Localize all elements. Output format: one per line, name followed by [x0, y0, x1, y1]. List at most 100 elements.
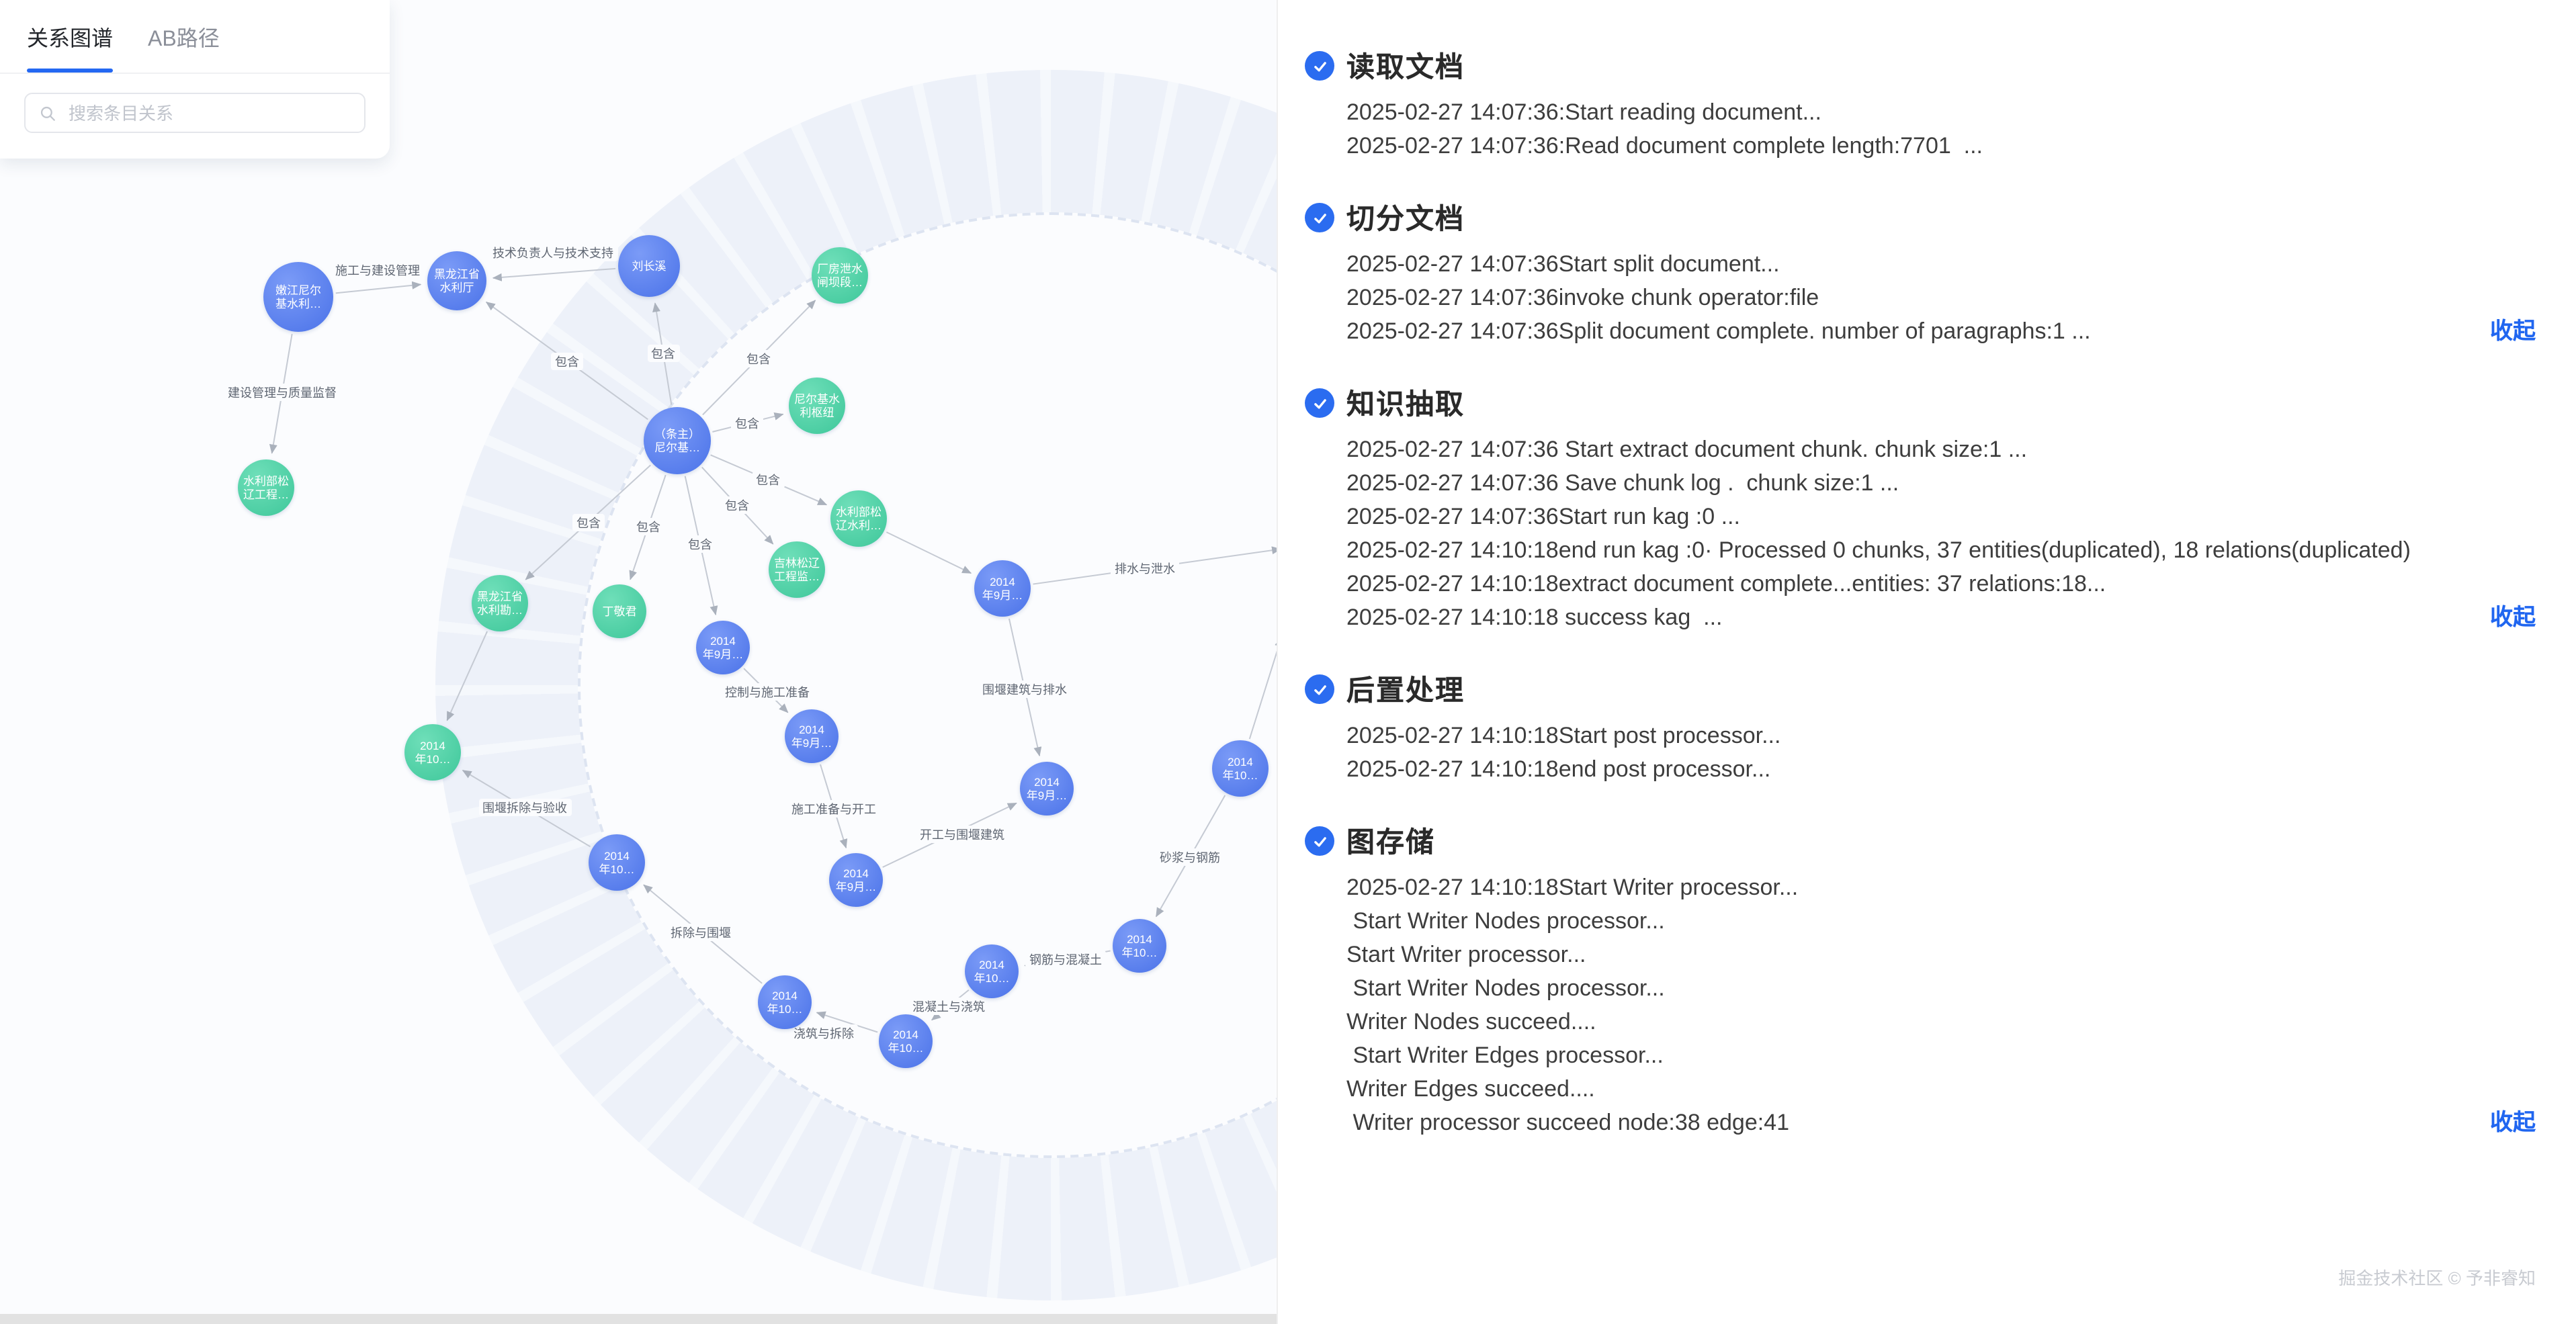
edge-label: 包含 [550, 352, 584, 369]
edge-label: 包含 [683, 535, 717, 553]
graph-node-label: 利枢纽 [800, 406, 834, 419]
log-line: 2025-02-27 14:10:18 success kag ... [1346, 605, 1723, 630]
graph-edge [1248, 637, 1277, 740]
step-title: 知识抽取 [1346, 390, 1465, 421]
graph-node-label: 2014 [893, 1027, 918, 1041]
edge-label: 浇筑与拆除 [789, 1024, 859, 1041]
edge-label: 包含 [730, 414, 764, 432]
pipeline-step: 读取文档 2025-02-27 14:07:36:Start reading do… [1305, 46, 2536, 163]
graph-node-label: 2014 [799, 722, 824, 736]
graph-node[interactable]: 黑龙江省 水利厅 [427, 251, 486, 310]
edge-label: 开工与围堰建筑 [915, 826, 1009, 843]
tab-ab-path[interactable]: AB路径 [148, 28, 220, 51]
edge-label: 包含 [646, 345, 680, 362]
graph-node-label: 基水利… [275, 297, 321, 310]
graph-node[interactable]: 2014 年10… [589, 834, 645, 891]
graph-node[interactable]: 2014 年9月… [785, 709, 839, 763]
check-circle-icon [1305, 674, 1334, 704]
graph-panel: 施工与建设管理 技术负责人与技术支持 建设管理与质量监督 包含 包含 包含 包含 包含 包含 包含… [0, 0, 1277, 1324]
graph-node[interactable]: 水利部松 辽水利… [830, 490, 887, 547]
edge-label: 包含 [720, 496, 754, 514]
graph-node-label: 水利部松 [243, 474, 289, 488]
log-line: 2025-02-27 14:07:36:Start reading docume… [1346, 99, 1821, 125]
graph-node-label: 年9月… [1026, 789, 1068, 802]
edge-label: 排水与泄水 [1110, 560, 1180, 577]
log-line: Writer Nodes succeed.... [1346, 1009, 1596, 1034]
edge-label: 围堰拆除与验收 [478, 799, 572, 816]
graph-node[interactable]: 厂房泄水 闸坝段… [812, 247, 868, 304]
graph-node[interactable]: 2014 年9月… [829, 853, 883, 907]
edge-label: 包含 [572, 513, 605, 531]
graph-node-label: 水利勘… [476, 603, 523, 617]
graph-tabs: 关系图谱 AB路径 [0, 0, 390, 74]
graph-node-label: 2014 [420, 738, 445, 752]
tab-relation-graph[interactable]: 关系图谱 [27, 0, 114, 73]
horizontal-scrollbar[interactable] [0, 1313, 1277, 1324]
graph-edge [886, 531, 972, 574]
graph-node-label: 2014 [604, 848, 630, 863]
graph-node-label: 年10… [767, 1002, 803, 1016]
graph-node[interactable]: 丁敬君 [593, 584, 646, 638]
check-circle-icon [1305, 826, 1334, 856]
graph-node-label: 黑龙江省 [476, 589, 523, 603]
graph-node-label: 嫩江尼尔 [275, 283, 321, 297]
graph-node-label: 年10… [1222, 768, 1258, 782]
graph-node-label: 2014 [979, 957, 1004, 971]
edge-label: 施工与建设管理 [331, 261, 425, 279]
graph-edge [335, 281, 422, 294]
graph-node[interactable]: 黑龙江省 水利勘… [472, 575, 528, 631]
log-line: 2025-02-27 14:07:36 Start extract docume… [1346, 437, 2028, 462]
graph-edge [816, 1011, 878, 1033]
log-line: Start Writer Nodes processor... [1346, 975, 1665, 1001]
edge-label: 混凝土与浇筑 [908, 998, 990, 1015]
graph-node[interactable]: 水利部松 辽工程… [238, 459, 294, 516]
graph-node-label: 闸坝段… [816, 275, 863, 289]
collapse-button[interactable]: 收起 [2490, 318, 2536, 344]
log-line: 2025-02-27 14:10:18Start Writer processo… [1346, 875, 1799, 900]
graph-node[interactable]: 嫩江尼尔 基水利… [263, 262, 333, 332]
graph-node[interactable]: 2014 年10… [879, 1014, 933, 1068]
graph-node[interactable]: 2014 年10… [758, 975, 812, 1029]
edge-label: 控制与施工准备 [720, 683, 814, 701]
graph-node-label: 水利厅 [439, 281, 474, 294]
graph-node-label: 年9月… [791, 736, 832, 750]
graph-node[interactable]: 2014 年10… [404, 724, 461, 781]
graph-node-label: 2014 [1034, 775, 1060, 789]
graph-node[interactable]: 尼尔基水 利枢纽 [789, 378, 845, 434]
check-circle-icon [1305, 388, 1334, 418]
graph-node-label: 2014 [772, 988, 798, 1002]
graph-node[interactable]: 2014 年9月… [974, 560, 1031, 617]
search-input[interactable] [66, 101, 351, 124]
graph-node[interactable]: 2014 年9月… [1020, 762, 1074, 815]
graph-edge [492, 267, 616, 281]
collapse-button[interactable]: 收起 [2490, 1110, 2536, 1135]
watermark: 掘金技术社区 © 予非睿知 [2338, 1268, 2536, 1288]
graph-node-label: 辽水利… [835, 519, 882, 532]
step-title: 切分文档 [1346, 204, 1465, 235]
log-panel: 读取文档 2025-02-27 14:07:36:Start reading do… [1278, 0, 2576, 1324]
edge-label: 包含 [751, 471, 785, 488]
graph-node[interactable]: （条主） 尼尔基… [644, 407, 711, 474]
search-box[interactable] [24, 93, 366, 133]
graph-node-label: 2014 [710, 633, 736, 648]
graph-node[interactable]: 吉林松辽 工程监… [769, 541, 825, 598]
check-circle-icon [1305, 203, 1334, 232]
graph-node-label: 厂房泄水 [816, 261, 863, 275]
graph-node-label: 年10… [415, 752, 451, 766]
graph-node-label: 2014 [1127, 932, 1152, 946]
edge-label: 技术负责人与技术支持 [488, 243, 618, 261]
pipeline-step: 后置处理 2025-02-27 14:10:18Start post proces… [1305, 669, 2536, 786]
graph-node[interactable]: 2014 年10… [965, 944, 1019, 998]
graph-node-label: 辽工程… [243, 488, 289, 501]
edge-label: 钢筋与混凝土 [1025, 950, 1107, 967]
graph-node-label: 年9月… [982, 588, 1023, 602]
log-line: 2025-02-27 14:07:36:Read document comple… [1346, 133, 1983, 159]
log-line: 2025-02-27 14:07:36Start split document.… [1346, 251, 1780, 277]
log-line: 2025-02-27 14:07:36 Save chunk log . chu… [1346, 470, 1899, 496]
graph-node-label: 黑龙江省 [433, 267, 480, 281]
graph-node[interactable]: 2014 年10… [1113, 919, 1166, 973]
graph-node[interactable]: 刘长溪 [618, 235, 680, 297]
graph-node[interactable]: 2014 年10… [1212, 740, 1269, 797]
collapse-button[interactable]: 收起 [2490, 605, 2536, 630]
graph-node[interactable]: 2014 年9月… [696, 621, 750, 674]
